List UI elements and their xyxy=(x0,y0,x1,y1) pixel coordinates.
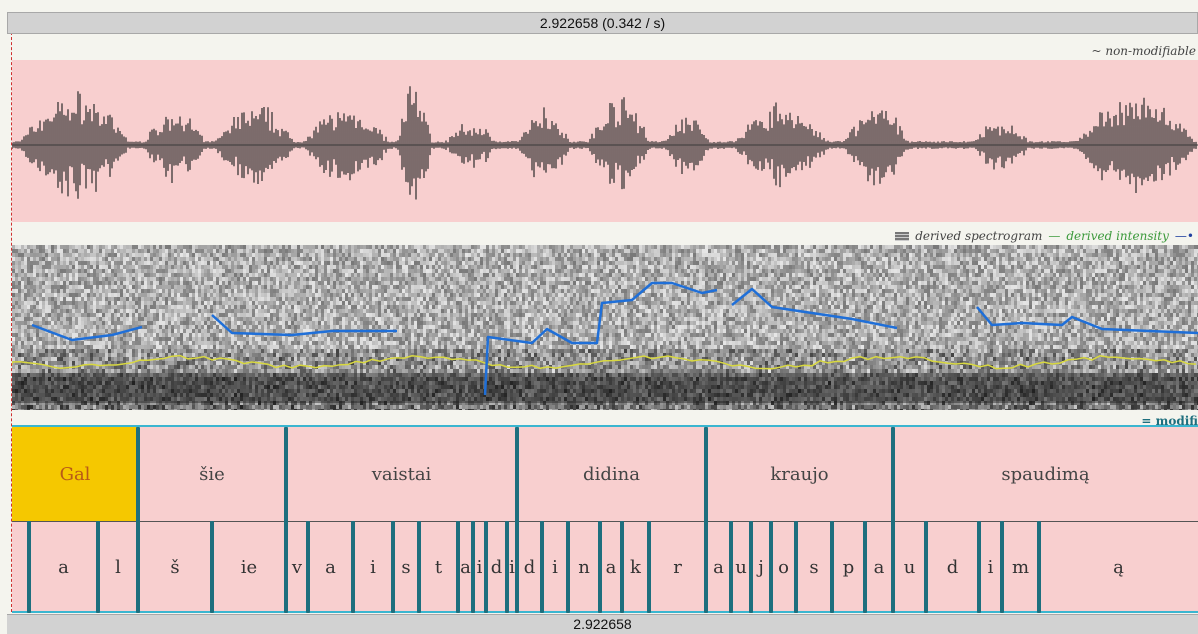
phone-interval[interactable]: a xyxy=(713,556,724,578)
phone-interval[interactable]: k xyxy=(630,556,641,578)
phone-boundary[interactable] xyxy=(794,521,798,613)
pitch-segment xyxy=(211,314,397,337)
waveform-trace xyxy=(11,86,1197,200)
phone-interval[interactable]: r xyxy=(673,556,682,578)
word-boundary[interactable] xyxy=(704,427,708,613)
phone-interval[interactable]: p xyxy=(842,556,855,578)
phone-interval[interactable]: i xyxy=(370,556,376,578)
selection-time-text: 2.922658 (0.342 / s) xyxy=(539,15,666,31)
word-interval[interactable]: šie xyxy=(199,463,225,485)
phone-interval[interactable]: d xyxy=(946,556,959,578)
phone-boundary[interactable] xyxy=(306,521,310,613)
word-boundary[interactable] xyxy=(136,427,140,613)
selection-time-bar[interactable]: 2.922658 (0.342 / s) xyxy=(7,12,1198,34)
phone-interval[interactable]: ą xyxy=(1113,556,1124,578)
phone-boundary[interactable] xyxy=(729,521,733,613)
annotation-tiers[interactable]: Gal šie vaistai didina kraujo spaudimą a l š ie v a… xyxy=(12,425,1198,613)
intensity-legend-label: derived intensity xyxy=(1066,229,1169,243)
phone-boundary[interactable] xyxy=(924,521,928,613)
phone-interval[interactable]: d xyxy=(523,556,536,578)
phone-boundary[interactable] xyxy=(27,521,31,613)
phone-boundary[interactable] xyxy=(505,521,509,613)
spectrogram-texture xyxy=(12,245,1198,410)
phone-interval[interactable]: s xyxy=(401,556,411,578)
phone-boundary[interactable] xyxy=(540,521,544,613)
word-interval[interactable]: vaistai xyxy=(371,463,432,485)
phone-interval[interactable]: a xyxy=(605,556,617,578)
tier-legend: = modifi xyxy=(1141,414,1198,428)
pitch-segment xyxy=(483,281,718,396)
bottom-time-bar[interactable]: 2.922658 xyxy=(7,614,1198,634)
tier-divider xyxy=(12,521,1198,522)
phone-boundary[interactable] xyxy=(977,521,981,613)
phone-boundary[interactable] xyxy=(830,521,834,613)
phone-boundary[interactable] xyxy=(210,521,214,613)
phone-interval[interactable]: a xyxy=(325,556,336,578)
phone-interval[interactable]: i xyxy=(552,556,558,578)
phone-interval[interactable]: i xyxy=(987,556,994,578)
word-interval[interactable]: kraujo xyxy=(770,463,829,485)
phone-boundary[interactable] xyxy=(1000,521,1004,613)
phone-boundary[interactable] xyxy=(471,521,475,613)
phone-interval[interactable]: š xyxy=(170,556,180,578)
formant-band xyxy=(12,373,1198,403)
phone-interval[interactable]: u xyxy=(735,556,747,578)
phone-boundary[interactable] xyxy=(749,521,753,613)
intensity-legend-dash-icon: — xyxy=(1048,229,1061,243)
phone-interval[interactable]: d xyxy=(490,556,503,578)
waveform-legend: ~ non-modifiable xyxy=(1091,44,1196,58)
pitch-segment xyxy=(731,287,898,330)
phone-interval[interactable]: v xyxy=(291,556,303,578)
phone-interval[interactable]: a xyxy=(58,556,69,578)
phone-boundary[interactable] xyxy=(417,521,421,613)
intensity-curve xyxy=(12,354,1197,370)
phone-boundary[interactable] xyxy=(1037,521,1041,613)
phone-interval[interactable]: u xyxy=(903,556,916,578)
phone-boundary[interactable] xyxy=(484,521,488,613)
pitch-segment xyxy=(31,323,143,342)
phone-boundary[interactable] xyxy=(769,521,773,613)
phone-boundary[interactable] xyxy=(96,521,100,613)
phone-interval[interactable]: a xyxy=(460,556,471,578)
word-interval[interactable]: Gal xyxy=(12,427,138,521)
phone-interval[interactable]: o xyxy=(778,556,789,578)
pitch-legend-icon: —• xyxy=(1174,229,1194,243)
phone-interval[interactable]: ie xyxy=(240,556,258,578)
word-interval[interactable]: didina xyxy=(583,463,640,485)
phone-interval[interactable]: i xyxy=(476,556,483,578)
phone-interval[interactable]: a xyxy=(873,556,885,578)
spectrogram-legend: derived spectrogram — derived intensity … xyxy=(895,229,1194,243)
playback-cursor[interactable] xyxy=(11,22,12,622)
phone-boundary[interactable] xyxy=(620,521,624,613)
pitch-segment xyxy=(976,306,1198,335)
phone-interval[interactable]: m xyxy=(1011,556,1030,578)
phone-boundary[interactable] xyxy=(598,521,602,613)
phone-boundary[interactable] xyxy=(863,521,867,613)
phone-interval[interactable]: j xyxy=(758,556,764,578)
waveform-graphic xyxy=(11,86,1198,200)
phone-boundary[interactable] xyxy=(351,521,355,613)
word-boundary[interactable] xyxy=(891,427,895,613)
word-boundary[interactable] xyxy=(284,427,288,613)
spectrogram-panel[interactable] xyxy=(12,245,1198,410)
spectrogram-legend-label: derived spectrogram xyxy=(915,229,1043,243)
spectrogram-graphic xyxy=(12,245,1198,410)
phone-boundary[interactable] xyxy=(647,521,651,613)
phone-interval[interactable]: l xyxy=(115,556,121,578)
bottom-time-text: 2.922658 xyxy=(573,616,632,632)
spectrogram-legend-icon xyxy=(895,231,910,241)
phone-boundary[interactable] xyxy=(391,521,395,613)
phone-interval[interactable]: n xyxy=(578,556,590,578)
word-boundary[interactable] xyxy=(515,427,519,613)
phone-interval[interactable]: i xyxy=(509,556,515,578)
phone-interval[interactable]: t xyxy=(434,556,443,578)
phone-interval[interactable]: s xyxy=(809,556,819,578)
waveform-panel[interactable] xyxy=(11,60,1198,222)
phone-boundary[interactable] xyxy=(456,521,460,613)
phone-boundary[interactable] xyxy=(566,521,570,613)
word-interval[interactable]: spaudimą xyxy=(1001,463,1090,485)
